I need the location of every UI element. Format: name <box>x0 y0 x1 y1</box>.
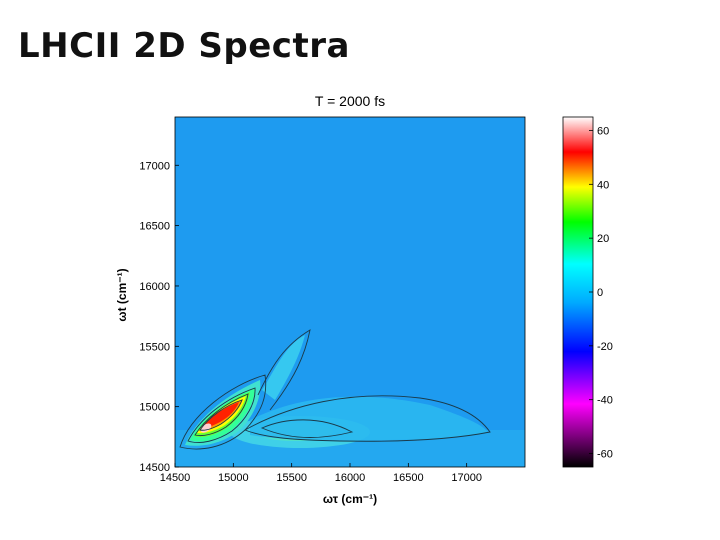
colorbar-tick-label: -40 <box>597 395 613 407</box>
colorbar-tick-label: -20 <box>597 341 613 353</box>
x-tick-label: 17000 <box>451 472 482 484</box>
colorbar-tick-label: 40 <box>597 179 609 191</box>
contour-lines <box>179 329 491 450</box>
y-axis-label: ωt (cm⁻¹) <box>115 268 129 321</box>
colorbar-tick-label: -60 <box>597 449 613 461</box>
upper-ridge <box>262 335 305 400</box>
x-axis-ticks: 14500 15000 15500 16000 16500 17000 <box>160 463 482 484</box>
x-tick-label: 15500 <box>276 472 307 484</box>
y-tick-label: 15500 <box>139 341 170 353</box>
y-tick-label: 17000 <box>139 160 170 172</box>
y-tick-label: 15000 <box>139 402 170 414</box>
x-axis-label: ωτ (cm⁻¹) <box>323 492 377 506</box>
x-tick-label: 15000 <box>218 472 249 484</box>
x-tick-label: 14500 <box>160 472 191 484</box>
y-tick-label: 14500 <box>139 462 170 474</box>
colorbar: 60 40 20 0 -20 -40 -60 <box>562 116 613 468</box>
colorbar-tick-label: 0 <box>597 287 603 299</box>
plot-area <box>175 117 525 467</box>
colorbar-strip <box>562 116 594 468</box>
y-tick-label: 16500 <box>139 221 170 233</box>
x-tick-label: 16000 <box>335 472 366 484</box>
chart-title: T = 2000 fs <box>315 93 385 109</box>
slide-title: LHCII 2D Spectra <box>18 26 350 66</box>
colorbar-tick-label: 60 <box>597 125 609 137</box>
y-axis-ticks: 14500 15000 15500 16000 16500 17000 <box>139 160 179 474</box>
y-tick-label: 16000 <box>139 281 170 293</box>
colorbar-tick-label: 20 <box>597 233 609 245</box>
x-tick-label: 16500 <box>393 472 424 484</box>
cross-peak-region <box>230 396 488 448</box>
colorbar-ticks: 60 40 20 0 -20 -40 -60 <box>589 125 613 461</box>
